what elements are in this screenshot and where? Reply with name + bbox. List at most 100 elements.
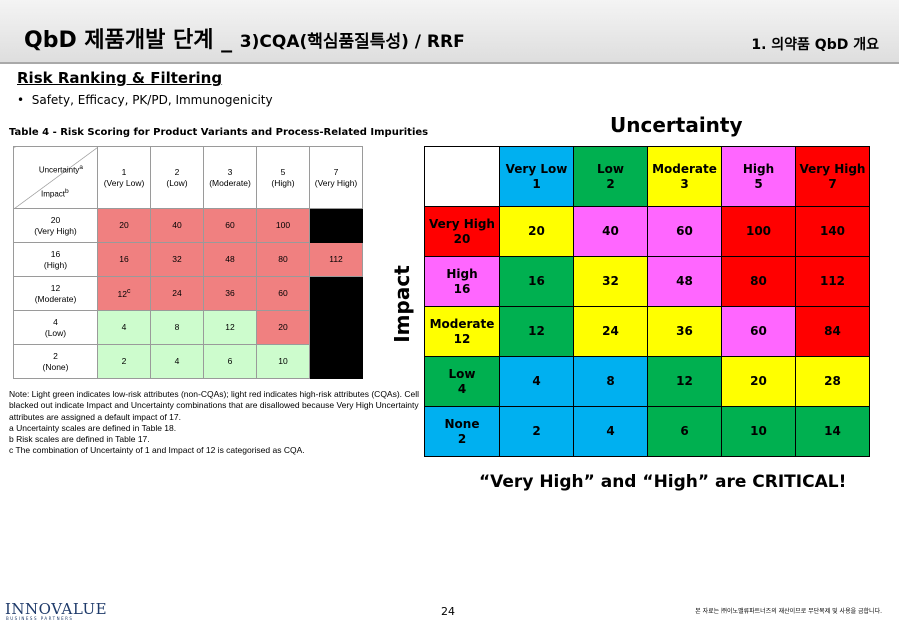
table-row-header: 2 (None) <box>13 344 98 379</box>
matrix-row-header: Moderate 12 <box>424 306 500 357</box>
matrix-label-name: Very High <box>799 162 866 177</box>
slide-title: QbD 제품개발 단계 _ 3)CQA(핵심품질특성) / RRF <box>24 22 465 54</box>
matrix-label-name: None <box>444 417 480 432</box>
corner-uncertainty-sup: a <box>79 164 83 171</box>
matrix-cell: 48 <box>647 256 722 307</box>
matrix-cell: 112 <box>795 256 870 307</box>
note-line: attributes are assigned a default impact… <box>9 411 181 422</box>
matrix-row-header: None 2 <box>424 406 500 457</box>
risk-scoring-table: Uncertaintya Impactb 1 (Very Low) 2 (Low) … <box>13 146 363 379</box>
matrix-cell: 4 <box>499 356 574 407</box>
col-label: (Very High) <box>314 177 358 188</box>
corner-impact-text: Impact <box>41 190 66 199</box>
col-num: 2 <box>174 166 180 177</box>
matrix-label-value: 4 <box>457 381 467 396</box>
table-cell: 20 <box>97 208 151 243</box>
table-cell: 4 <box>150 344 204 379</box>
col-label: (Moderate) <box>209 177 251 188</box>
table-cell: 100 <box>256 208 310 243</box>
slide-title-sub: 3)CQA(핵심품질특성) / RRF <box>239 32 465 52</box>
row-num: 4 <box>53 316 58 327</box>
matrix-cell: 20 <box>499 206 574 257</box>
section-heading: Risk Ranking & Filtering <box>17 69 223 87</box>
critical-note: “Very High” and “High” are CRITICAL! <box>479 472 847 492</box>
row-label: (None) <box>42 361 69 372</box>
table-cell: 40 <box>150 208 204 243</box>
matrix-label-value: 5 <box>754 176 763 191</box>
matrix-label-name: Low <box>597 162 624 177</box>
col-label: (Very Low) <box>103 177 145 188</box>
table-row: 16 (High) 16 32 48 80 112 <box>13 242 363 277</box>
matrix-cell: 32 <box>573 256 648 307</box>
matrix-cell: 24 <box>573 306 648 357</box>
matrix-label-name: High <box>446 267 478 282</box>
matrix-cell: 4 <box>573 406 648 457</box>
note-line: b Risk scales are defined in Table 17. <box>9 434 150 445</box>
matrix-label-name: Moderate <box>652 162 717 177</box>
corner-impact: Impactb <box>41 188 69 200</box>
matrix-label-value: 3 <box>680 176 689 191</box>
matrix-cell: 6 <box>647 406 722 457</box>
table-cell-blacked-out <box>309 208 363 243</box>
row-label: (Moderate) <box>34 293 77 304</box>
page-number: 24 <box>441 605 455 618</box>
matrix-cell: 20 <box>721 356 796 407</box>
matrix-label-value: 12 <box>453 331 471 346</box>
table-cell: 80 <box>256 242 310 277</box>
matrix-cell: 10 <box>721 406 796 457</box>
matrix-cell: 2 <box>499 406 574 457</box>
matrix-cell: 60 <box>647 206 722 257</box>
matrix-cell: 16 <box>499 256 574 307</box>
matrix-col-header: High 5 <box>721 146 796 207</box>
matrix-cell: 80 <box>721 256 796 307</box>
matrix-row: Very High 20 20 40 60 100 140 <box>424 206 870 257</box>
matrix-row: None 2 2 4 6 10 14 <box>424 406 870 457</box>
table-row: 4 (Low) 4 8 12 20 <box>13 310 363 345</box>
col-num: 3 <box>227 166 233 177</box>
table-cell: 24 <box>150 276 204 311</box>
table-cell: 60 <box>256 276 310 311</box>
table-cell: 6 <box>203 344 257 379</box>
matrix-cell: 28 <box>795 356 870 407</box>
slide-header: QbD 제품개발 단계 _ 3)CQA(핵심품질특성) / RRF 1. 의약품… <box>0 0 899 64</box>
table-notes: Note: Light green indicates low-risk att… <box>9 389 419 457</box>
table-cell: 12c <box>97 276 151 311</box>
table-cell: 48 <box>203 242 257 277</box>
note-line: c The combination of Uncertainty of 1 an… <box>9 445 305 456</box>
matrix-cell: 14 <box>795 406 870 457</box>
matrix-col-header: Very High 7 <box>795 146 870 207</box>
corner-impact-sup: b <box>65 188 69 196</box>
table-row-header: 4 (Low) <box>13 310 98 345</box>
matrix-row: High 16 16 32 48 80 112 <box>424 256 870 307</box>
table-cell: 32 <box>150 242 204 277</box>
table-row-header: 20 (Very High) <box>13 208 98 243</box>
section-label: 1. 의약품 QbD 개요 <box>751 37 879 53</box>
matrix-label-value: 2 <box>606 176 615 191</box>
matrix-label-name: Very Low <box>505 162 568 177</box>
bullet-item: • Safety, Efficacy, PK/PD, Immunogenicit… <box>17 93 273 107</box>
table-header-row: Uncertaintya Impactb 1 (Very Low) 2 (Low) … <box>13 146 363 209</box>
note-line: Note: Light green indicates low-risk att… <box>9 389 419 399</box>
note-line: a Uncertainty scales are defined in Tabl… <box>9 422 177 433</box>
note-line: blacked out indicate Impact and Uncertai… <box>9 400 419 411</box>
matrix-label-value: 16 <box>453 281 471 296</box>
matrix-label-name: Low <box>448 367 476 382</box>
table-row: 2 (None) 2 4 6 10 <box>13 344 363 379</box>
row-num: 12 <box>50 282 61 293</box>
table-cell: 2 <box>97 344 151 379</box>
matrix-cell: 84 <box>795 306 870 357</box>
col-num: 5 <box>280 166 286 177</box>
company-logo: INNOVALUE <box>5 600 108 618</box>
row-num: 2 <box>53 350 58 361</box>
matrix-row: Moderate 12 12 24 36 60 84 <box>424 306 870 357</box>
table-cell: 16 <box>97 242 151 277</box>
table-row-header: 16 (High) <box>13 242 98 277</box>
row-label: (Low) <box>44 327 67 338</box>
matrix-cell: 12 <box>499 306 574 357</box>
matrix-row-header: Very High 20 <box>424 206 500 257</box>
table-row: 20 (Very High) 20 40 60 100 <box>13 208 363 243</box>
slide-title-main: QbD 제품개발 단계 _ <box>24 28 240 53</box>
table-col-header: 2 (Low) <box>150 146 204 209</box>
matrix-label-value: 20 <box>453 231 471 246</box>
table-cell: 8 <box>150 310 204 345</box>
